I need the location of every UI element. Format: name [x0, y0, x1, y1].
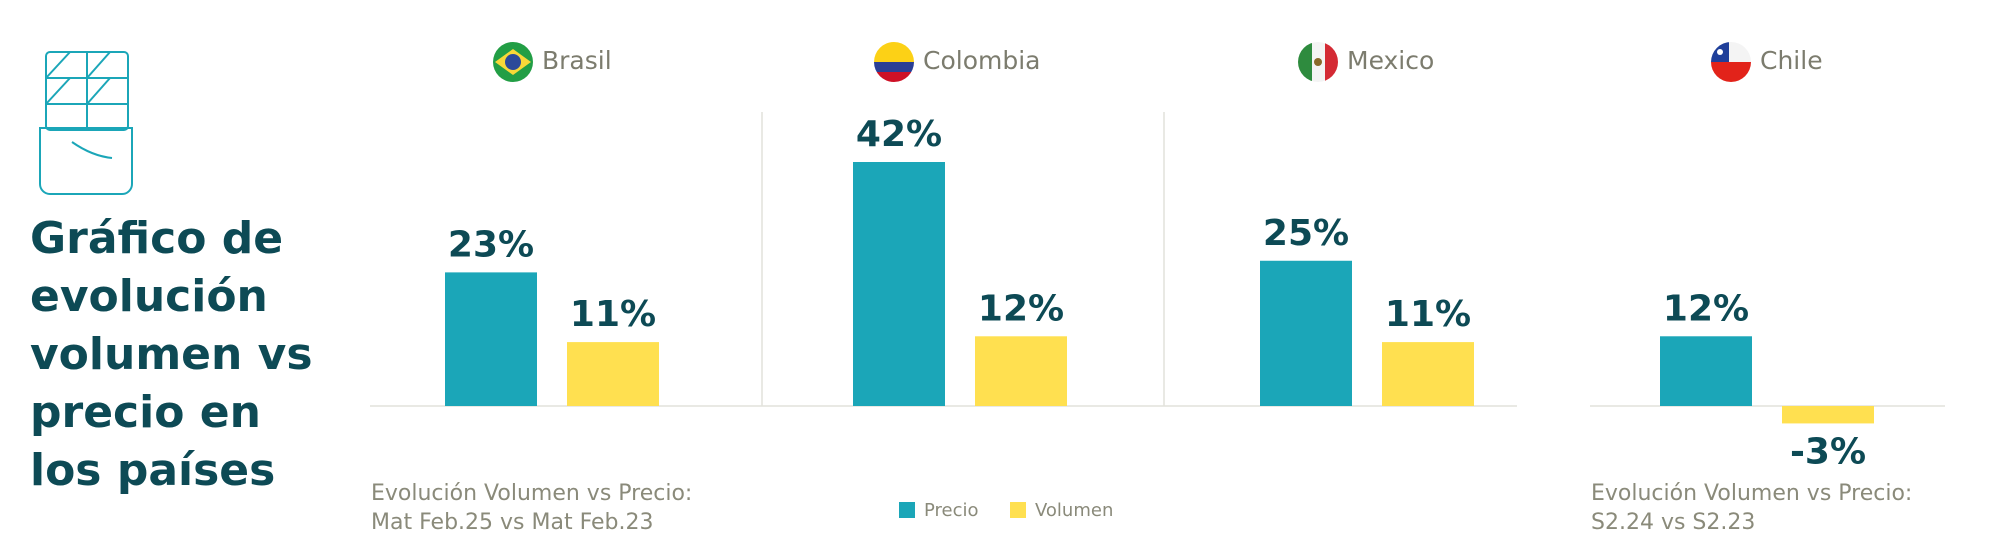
bar [853, 162, 945, 406]
flags [493, 42, 1751, 82]
value-label: 25% [1263, 213, 1349, 254]
country-label: Colombia [923, 46, 1040, 75]
note: Evolución Volumen vs Precio: [1591, 481, 1912, 506]
legend-label: Volumen [1035, 500, 1113, 521]
note: Evolución Volumen vs Precio: [371, 481, 692, 506]
value-label: -3% [1790, 431, 1866, 472]
chocolate-icon [39, 51, 133, 195]
bar [1382, 342, 1474, 406]
value-label: 11% [570, 294, 656, 335]
bar [1782, 406, 1874, 424]
chart-title: evolución [30, 271, 268, 322]
legend-swatch [899, 502, 915, 518]
legend-label: Precio [924, 500, 979, 521]
chart-title: Gráfico de [30, 213, 283, 264]
value-label: 12% [1663, 288, 1749, 329]
country-label: Mexico [1347, 46, 1434, 75]
bar [1260, 260, 1352, 406]
bar [1660, 336, 1752, 406]
chart-title: los países [30, 445, 275, 496]
value-label: 11% [1385, 294, 1471, 335]
bar [445, 272, 537, 406]
note: Mat Feb.25 vs Mat Feb.23 [371, 510, 654, 535]
bar [975, 336, 1067, 406]
value-label: 42% [856, 114, 942, 155]
chart-title: volumen vs [30, 329, 313, 380]
country-label: Chile [1760, 46, 1823, 75]
note: S2.24 vs S2.23 [1591, 510, 1755, 535]
value-label: 12% [978, 288, 1064, 329]
legend-swatch [1010, 502, 1026, 518]
bar [567, 342, 659, 406]
value-label: 23% [448, 224, 534, 265]
chart-title: precio en [30, 387, 261, 438]
country-label: Brasil [542, 46, 612, 75]
